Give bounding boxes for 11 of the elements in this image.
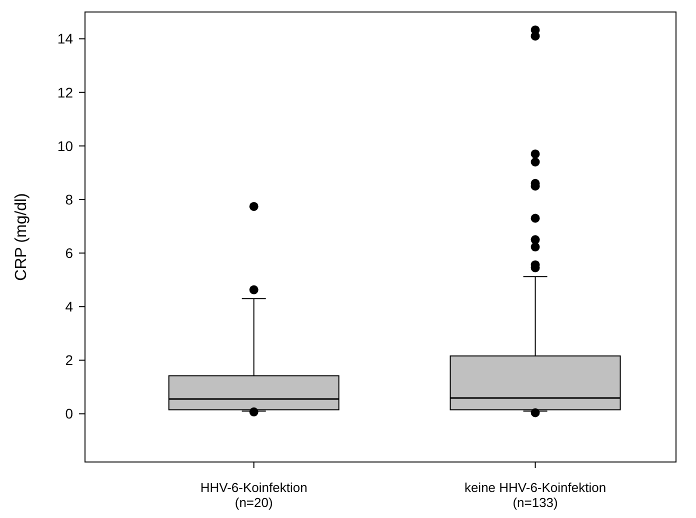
y-tick-label: 6 <box>65 244 74 261</box>
y-tick-label: 0 <box>65 406 74 422</box>
y-tick-label: 4 <box>65 298 74 315</box>
x-tick-label: HHV-6-Koinfektion (n=20) <box>200 480 308 510</box>
y-tick-label: 12 <box>57 84 74 100</box>
y-tick-label: 2 <box>65 352 74 368</box>
y-tick-label: 10 <box>57 138 74 154</box>
y-tick-label: 14 <box>57 30 74 47</box>
x-tick-label: keine HHV-6-Koinfektion (n=133) <box>464 480 606 510</box>
y-tick-label: 8 <box>65 191 74 208</box>
y-axis-title: CRP (mg/dl) <box>13 193 30 281</box>
